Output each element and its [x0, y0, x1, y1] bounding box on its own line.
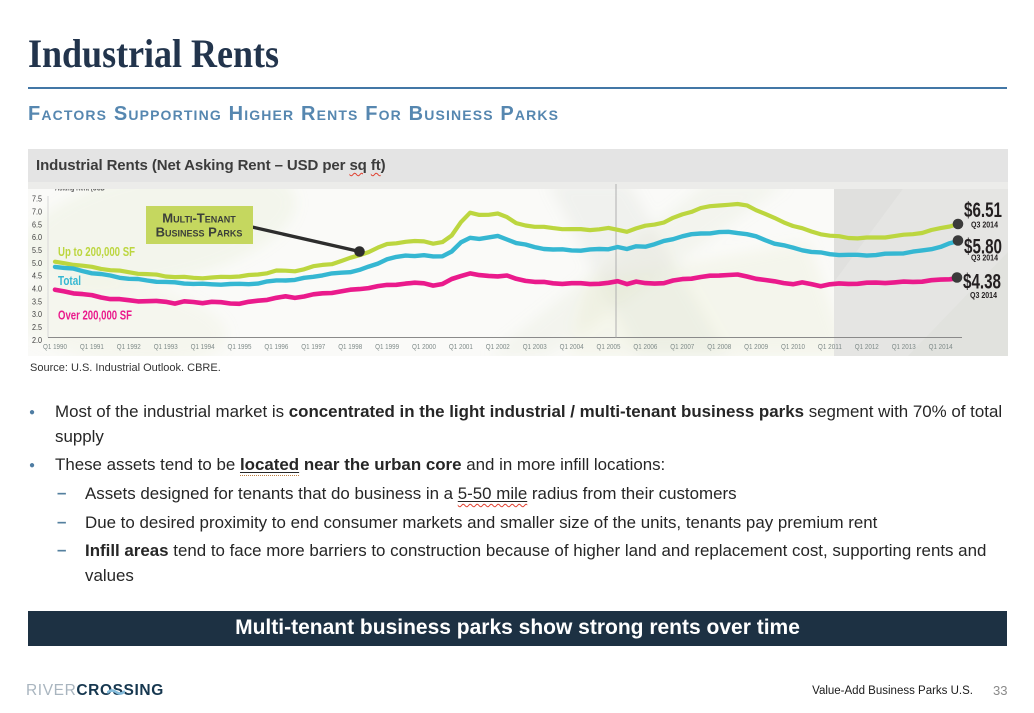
svg-text:Business Parks: Business Parks [156, 225, 243, 240]
svg-text:Q1 2001: Q1 2001 [449, 342, 473, 351]
svg-text:Q1 2007: Q1 2007 [670, 342, 694, 351]
svg-text:Q1 2005: Q1 2005 [597, 342, 621, 351]
svg-text:Q1 2003: Q1 2003 [523, 342, 547, 351]
svg-text:Q1 1991: Q1 1991 [80, 342, 104, 351]
svg-text:Q1 1992: Q1 1992 [117, 342, 141, 351]
svg-text:Q1 2006: Q1 2006 [633, 342, 657, 351]
svg-text:Multi-Tenant: Multi-Tenant [162, 211, 236, 226]
svg-text:Q1 2012: Q1 2012 [855, 342, 879, 351]
svg-text:Q1 1999: Q1 1999 [375, 342, 399, 351]
svg-text:Q1 1996: Q1 1996 [264, 342, 288, 351]
svg-text:Q1 1997: Q1 1997 [301, 342, 325, 351]
svg-text:Q1 1990: Q1 1990 [43, 342, 67, 351]
svg-text:Q1 2004: Q1 2004 [560, 342, 584, 351]
svg-text:Up to 200,000 SF: Up to 200,000 SF [58, 244, 135, 259]
svg-text:$4.38: $4.38 [963, 270, 1001, 294]
svg-text:2.0: 2.0 [32, 335, 42, 345]
svg-text:Over 200,000 SF: Over 200,000 SF [58, 308, 132, 323]
svg-text:6.5: 6.5 [32, 219, 42, 229]
svg-text:2.5: 2.5 [32, 322, 42, 332]
svg-text:Q3 2014: Q3 2014 [971, 221, 998, 230]
svg-text:Q1 2013: Q1 2013 [892, 342, 916, 351]
svg-text:5.0: 5.0 [32, 258, 42, 268]
svg-text:Q3 2014: Q3 2014 [971, 254, 998, 263]
svg-text:3.5: 3.5 [32, 296, 42, 306]
svg-text:5.5: 5.5 [32, 245, 42, 255]
svg-text:Q1 2011: Q1 2011 [818, 342, 842, 351]
svg-text:Q1 2002: Q1 2002 [486, 342, 510, 351]
svg-text:Q1 2010: Q1 2010 [781, 342, 805, 351]
svg-text:Q1 1994: Q1 1994 [191, 342, 215, 351]
svg-text:Q1 1995: Q1 1995 [228, 342, 252, 351]
svg-text:Q1 2014: Q1 2014 [929, 342, 953, 351]
svg-text:$5.80: $5.80 [964, 235, 1002, 259]
svg-text:Q1 2000: Q1 2000 [412, 342, 436, 351]
svg-text:7.0: 7.0 [32, 206, 42, 216]
svg-text:7.5: 7.5 [32, 194, 42, 204]
svg-text:Total: Total [58, 273, 81, 288]
svg-text:4.0: 4.0 [32, 284, 42, 294]
svg-text:6.0: 6.0 [32, 232, 42, 242]
svg-text:Q3 2014: Q3 2014 [970, 291, 997, 300]
svg-text:Q1 2008: Q1 2008 [707, 342, 731, 351]
svg-text:4.5: 4.5 [32, 271, 42, 281]
svg-text:Q1 1993: Q1 1993 [154, 342, 178, 351]
svg-text:$6.51: $6.51 [964, 198, 1002, 222]
svg-text:Q1 2009: Q1 2009 [744, 342, 768, 351]
svg-text:Q1 1998: Q1 1998 [338, 342, 362, 351]
svg-text:3.0: 3.0 [32, 309, 42, 319]
